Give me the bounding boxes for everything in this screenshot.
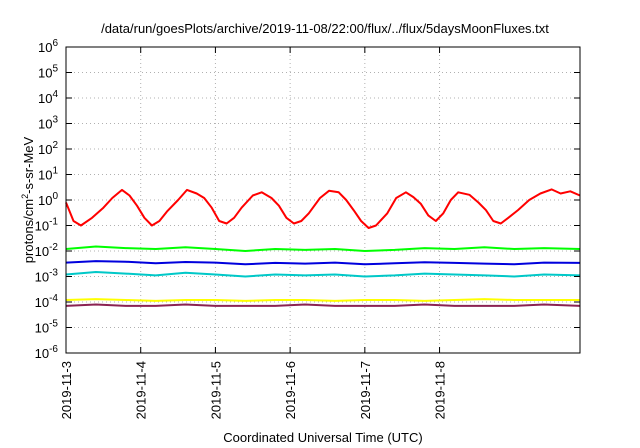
x-tick-label: 2019-11-5	[208, 361, 223, 419]
y-tick-label: 106	[38, 38, 58, 55]
grid	[66, 47, 580, 353]
series-line-6	[65, 303, 581, 307]
x-tick-label: 2019-11-8	[433, 361, 448, 419]
chart-title: /data/run/goesPlots/archive/2019-11-08/2…	[101, 21, 549, 36]
y-tick-label: 10-6	[35, 344, 59, 361]
axes: 10-6 10-5 10-4 10-3 10-2 10-1 100 101 102 103 104 1…	[35, 38, 580, 419]
x-tick-label: 2019-11-4	[134, 361, 149, 419]
x-tick-label: 2019-11-6	[283, 361, 298, 419]
series-line-1	[65, 188, 581, 229]
x-axis-title: Coordinated Universal Time (UTC)	[223, 430, 422, 445]
series-line-5	[65, 298, 580, 302]
y-tick-label: 102	[38, 140, 58, 157]
y-tick-label: 10-4	[35, 293, 59, 310]
y-tick-label: 105	[38, 64, 58, 81]
y-tick-label: 103	[38, 115, 58, 132]
y-tick-label: 10-1	[35, 217, 59, 234]
y-tick-label: 104	[38, 89, 58, 106]
y-tick-label: 10-2	[35, 242, 59, 259]
y-tick-label: 101	[38, 166, 58, 183]
data-series	[65, 188, 581, 307]
y-tick-label: 10-5	[35, 319, 59, 336]
y-axis-title: protons/cm2-s-sr-MeV	[20, 136, 36, 263]
x-tick-label: 2019-11-7	[358, 361, 373, 419]
y-tick-label: 10-3	[35, 268, 59, 285]
y-tick-label: 100	[38, 191, 58, 208]
x-tick-label: 2019-11-3	[59, 361, 74, 419]
series-line-2	[65, 245, 581, 252]
series-line-3	[65, 271, 581, 278]
series-line-4	[65, 260, 581, 266]
